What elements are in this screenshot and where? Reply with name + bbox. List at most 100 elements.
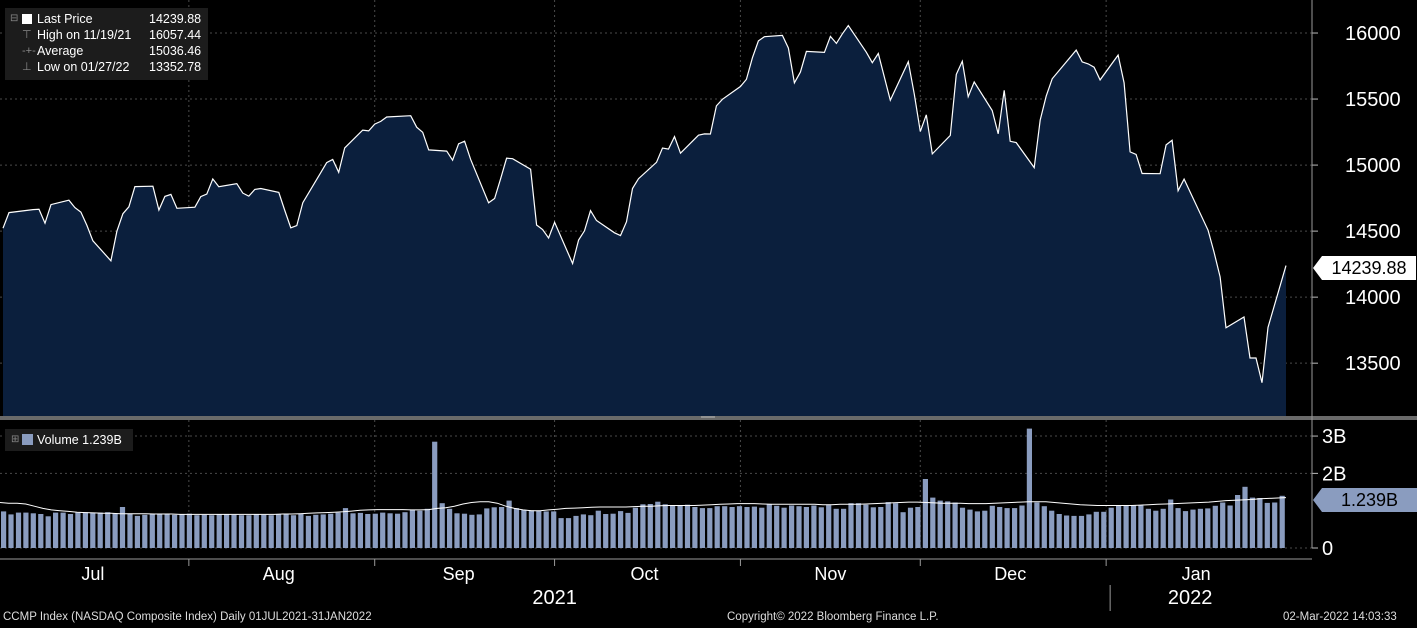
- volume-bar: [818, 507, 824, 548]
- volume-bar: [848, 503, 854, 548]
- volume-bar: [930, 497, 936, 548]
- volume-bar: [60, 512, 66, 548]
- volume-bar: [684, 504, 691, 548]
- volume-bar: [915, 507, 921, 548]
- volume-bar: [82, 512, 88, 548]
- volume-bar: [127, 513, 133, 548]
- volume-bar: [224, 514, 230, 548]
- x-month-label: Aug: [263, 564, 295, 584]
- volume-bars: [1, 428, 1285, 548]
- volume-bar: [736, 506, 743, 548]
- volume-bar: [885, 502, 891, 548]
- volume-bar: [454, 513, 460, 548]
- volume-bar: [974, 511, 980, 548]
- volume-bar: [157, 514, 163, 548]
- volume-tick-label: 3B: [1322, 426, 1346, 448]
- volume-bar: [1220, 502, 1226, 548]
- x-month-label: Jan: [1182, 564, 1211, 584]
- last-price-swatch: [22, 14, 32, 24]
- volume-bar: [23, 512, 29, 548]
- volume-bar: [714, 506, 720, 548]
- volume-bar: [1227, 505, 1233, 548]
- x-month-label: Sep: [443, 564, 475, 584]
- volume-bar: [179, 514, 185, 548]
- volume-bar: [1160, 508, 1166, 548]
- volume-bar: [298, 514, 304, 548]
- x-month-label: Jul: [81, 564, 104, 584]
- volume-bar: [833, 508, 839, 548]
- last-price-tag: 14239.88: [1313, 256, 1416, 280]
- expand-icon[interactable]: ⊟: [10, 13, 19, 24]
- axis-labels: 16000 15500 15000 14500 14000 13500 3B 2B 0 Jul Au…: [81, 23, 1400, 609]
- volume-bar: [982, 510, 988, 548]
- volume-bar: [1034, 502, 1040, 548]
- volume-bar: [610, 513, 616, 548]
- volume-average-line: [0, 497, 1287, 515]
- volume-bar: [417, 510, 423, 548]
- volume-bar: [655, 501, 661, 548]
- volume-bar: [595, 510, 601, 548]
- volume-bar: [1101, 511, 1107, 548]
- volume-bar: [290, 515, 297, 548]
- volume-bar: [1086, 514, 1092, 548]
- volume-bar: [276, 514, 282, 548]
- volume-bar: [320, 514, 326, 548]
- y-tick-label: 14500: [1345, 221, 1401, 243]
- volume-bar: [1182, 511, 1189, 548]
- volume-swatch: [22, 434, 33, 445]
- volume-bar: [1212, 505, 1218, 548]
- volume-bar: [826, 505, 832, 548]
- volume-bar: [395, 513, 401, 548]
- volume-bar: [1242, 486, 1248, 548]
- volume-bar: [1175, 508, 1181, 548]
- volume-bar: [1123, 505, 1129, 548]
- volume-bar: [528, 510, 534, 548]
- volume-bar: [603, 514, 609, 548]
- volume-bar: [402, 512, 408, 548]
- volume-bar: [1064, 515, 1070, 548]
- volume-bar: [8, 514, 14, 548]
- volume-bar: [313, 514, 319, 548]
- volume-bar: [283, 514, 289, 548]
- footer-security: CCMP Index (NASDAQ Composite Index) Dail…: [3, 611, 372, 623]
- volume-bar: [499, 507, 505, 548]
- volume-bar: [1049, 510, 1055, 548]
- volume-bar: [997, 507, 1003, 548]
- volume-bar: [766, 504, 772, 548]
- volume-bar: [618, 511, 624, 548]
- volume-bar: [1153, 510, 1159, 548]
- volume-bar: [900, 512, 906, 548]
- volume-bar: [328, 513, 334, 548]
- volume-bar: [112, 513, 118, 548]
- footer-copyright: Copyright© 2022 Bloomberg Finance L.P.: [727, 611, 939, 623]
- volume-bar: [647, 504, 653, 548]
- volume-bar: [952, 502, 958, 548]
- y-tick-label: 13500: [1345, 353, 1401, 375]
- volume-bar: [1026, 428, 1032, 548]
- volume-bar: [149, 514, 155, 548]
- volume-bar: [97, 512, 103, 548]
- volume-bar: [238, 515, 245, 548]
- volume-bar: [201, 514, 207, 548]
- volume-bar: [261, 514, 267, 548]
- volume-bar: [30, 513, 36, 548]
- legend-low: ⊥ Low on 01/27/22 13352.78: [22, 60, 202, 74]
- volume-bar: [536, 510, 542, 548]
- volume-bar: [506, 500, 512, 548]
- average-marker-icon: -+-: [22, 45, 36, 57]
- expand-icon[interactable]: ⊞: [11, 434, 20, 445]
- volume-bar: [759, 507, 765, 548]
- volume-bar: [45, 516, 51, 548]
- volume-bar: [1108, 507, 1114, 548]
- volume-bar: [781, 507, 787, 548]
- volume-bar: [342, 508, 349, 548]
- volume-bar: [476, 514, 482, 548]
- volume-bar: [1138, 505, 1144, 548]
- volume-bar: [469, 514, 475, 548]
- volume-bar: [551, 511, 557, 548]
- volume-bar: [1012, 508, 1018, 548]
- panel-divider: [0, 416, 1417, 420]
- footer-timestamp: 02-Mar-2022 14:03:33: [1283, 611, 1397, 623]
- volume-bar: [1041, 506, 1047, 548]
